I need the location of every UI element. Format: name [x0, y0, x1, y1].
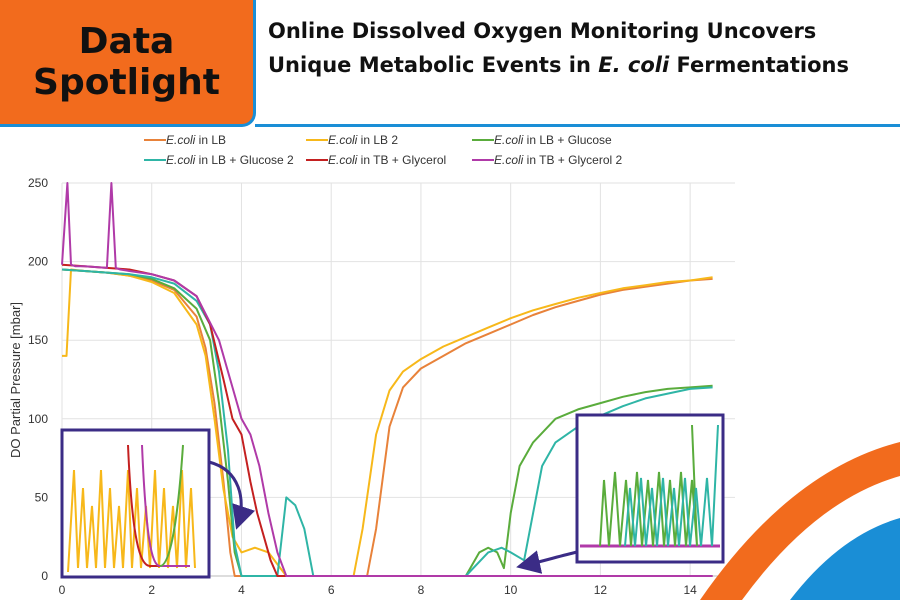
legend-species: E.coli: [166, 133, 196, 147]
legend-condition: in TB + Glycerol 2: [523, 153, 622, 167]
legend-condition: in LB + Glucose: [523, 133, 612, 147]
title-part-3: Fermentations: [669, 53, 849, 77]
inset-left-arrow: [208, 460, 256, 530]
header-divider: [255, 124, 900, 127]
inset-left-curve-tb: [127, 444, 185, 567]
y-tick-label: 250: [28, 176, 48, 190]
legend-condition: in LB 2: [357, 133, 398, 147]
legend-entry: E.coli in LB + Glucose 2: [166, 153, 294, 167]
x-tick-label: 8: [418, 583, 425, 597]
legend-condition: in TB + Glycerol: [357, 153, 446, 167]
legend-species: E.coli: [494, 133, 524, 147]
legend-entry: E.coli in TB + Glycerol: [328, 153, 446, 167]
y-tick-label: 200: [28, 255, 48, 269]
legend-entry: E.coli in LB + Glucose: [494, 133, 612, 147]
inset-right-arrow: [516, 550, 578, 574]
data-spotlight-badge: Data Spotlight: [0, 0, 256, 127]
legend-condition: in LB + Glucose 2: [195, 153, 294, 167]
legend-condition: in LB: [195, 133, 226, 147]
legend-species: E.coli: [328, 153, 358, 167]
corner-blue-arc: [790, 518, 900, 600]
legend-species: E.coli: [166, 153, 196, 167]
x-tick-label: 4: [238, 583, 245, 597]
page-title: Online Dissolved Oxygen Monitoring Uncov…: [268, 14, 898, 82]
y-tick-label: 0: [41, 569, 48, 583]
chart-legend: E.coli in LB E.coli in LB 2 E.coli in LB +…: [144, 133, 622, 167]
y-tick-label: 150: [28, 333, 48, 347]
title-italic-species: E. coli: [598, 53, 670, 77]
x-tick-label: 14: [683, 583, 697, 597]
x-tick-label: 2: [148, 583, 155, 597]
x-tick-label: 12: [594, 583, 608, 597]
y-tick-label: 100: [28, 412, 48, 426]
badge-line-2: Spotlight: [33, 62, 220, 103]
y-tick-label: 50: [35, 490, 49, 504]
corner-decoration: [700, 442, 900, 600]
inset-right-oscillation-glucose2: [624, 424, 719, 547]
inset-left-curve-tb2: [141, 444, 190, 567]
legend-entry: E.coli in TB + Glycerol 2: [494, 153, 622, 167]
legend-species: E.coli: [328, 133, 358, 147]
legend-entry: E.coli in LB 2: [328, 133, 398, 147]
inset-left-curve-glucose: [159, 444, 184, 567]
x-tick-label: 6: [328, 583, 335, 597]
series-line: [61, 182, 713, 577]
legend-species: E.coli: [494, 153, 524, 167]
y-axis-label: DO Partial Pressure [mbar]: [8, 302, 23, 458]
inset-right-oscillation-glucose: [599, 424, 698, 547]
badge-line-1: Data: [78, 20, 175, 62]
x-tick-label: 10: [504, 583, 518, 597]
x-tick-label: 0: [59, 583, 66, 597]
legend-entry: E.coli in LB: [166, 133, 226, 147]
chart-series: [61, 182, 713, 577]
chart-insets: [60, 413, 725, 579]
title-part-1: Online Dissolved Oxygen Monitoring Uncov…: [268, 19, 817, 77]
